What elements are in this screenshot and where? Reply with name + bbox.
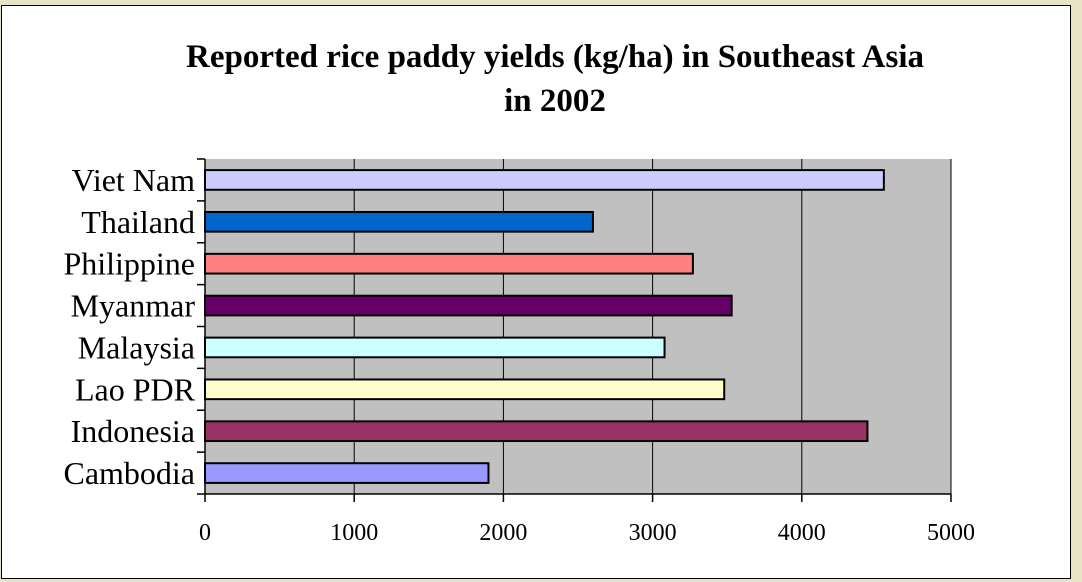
x-tick-label-3000: 3000	[629, 520, 677, 546]
category-label-lao-pdr: Lao PDR	[75, 371, 196, 407]
category-label-thailand: Thailand	[81, 204, 195, 240]
category-label-viet-nam: Viet Nam	[72, 162, 195, 198]
bar-philippine	[204, 252, 694, 275]
x-tick-label-2000: 2000	[479, 520, 527, 546]
bar-indonesia	[204, 420, 869, 443]
bar-myanmar	[204, 294, 733, 317]
bar-viet-nam	[204, 169, 885, 191]
bar-thailand	[204, 210, 594, 233]
x-tick-label-5000: 5000	[927, 520, 975, 546]
plot-area: Cambodia Indonesia Lao PDR Malaysia Myanmar P…	[63, 158, 975, 546]
chart-panel: Reported rice paddy yields (kg/ha) in So…	[1, 5, 1071, 579]
category-label-malaysia: Malaysia	[78, 329, 195, 365]
x-tick-label-4000: 4000	[778, 520, 826, 546]
bar-lao-pdr	[204, 378, 726, 401]
category-label-myanmar: Myanmar	[71, 288, 196, 324]
chart-title-line-1: Reported rice paddy yields (kg/ha) in So…	[186, 39, 924, 75]
x-tick-label-0: 0	[199, 520, 211, 546]
bar-malaysia	[204, 336, 666, 359]
x-tick-label-1000: 1000	[330, 520, 378, 546]
chart-title-line-2: in 2002	[504, 83, 606, 119]
category-label-cambodia: Cambodia	[63, 455, 195, 491]
category-label-philippine: Philippine	[63, 246, 195, 282]
plot-background	[205, 159, 951, 494]
category-label-indonesia: Indonesia	[71, 413, 195, 449]
bar-chart: Reported rice paddy yields (kg/ha) in So…	[63, 39, 975, 546]
bar-cambodia	[204, 462, 490, 484]
